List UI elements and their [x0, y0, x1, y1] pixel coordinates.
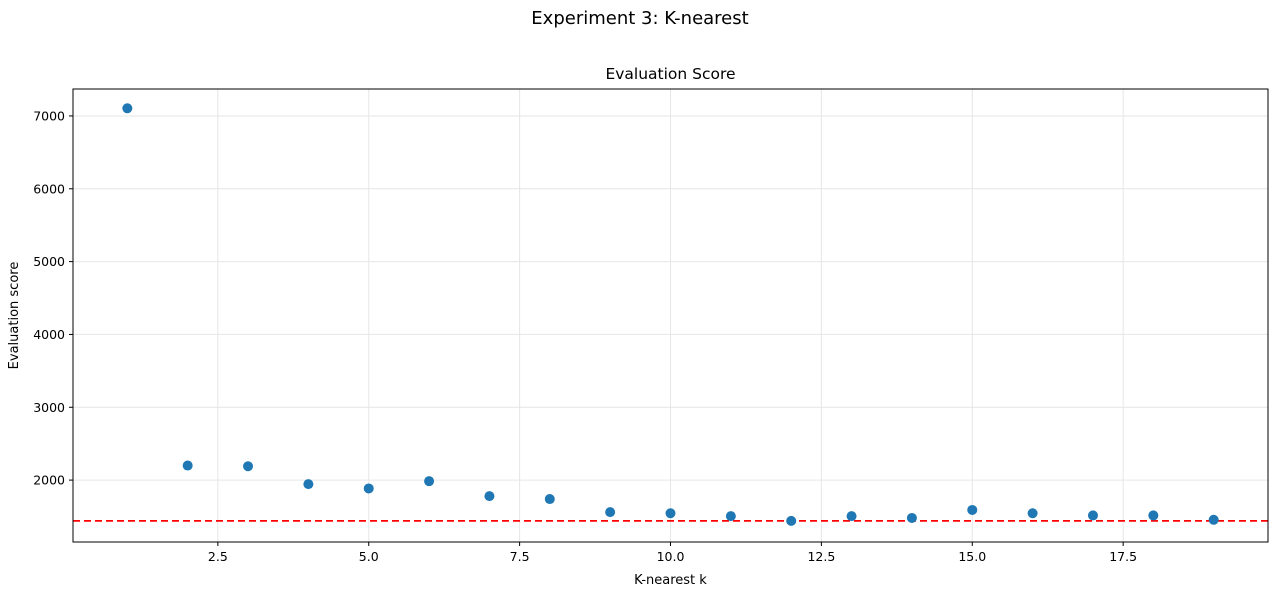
data-point	[1027, 508, 1038, 519]
data-point	[303, 479, 314, 490]
y-tick-label: 6000	[33, 181, 65, 196]
x-tick-label: 10.0	[657, 549, 685, 564]
x-tick-label: 12.5	[807, 549, 835, 564]
data-point	[1148, 510, 1159, 521]
x-tick-label: 17.5	[1109, 549, 1137, 564]
y-tick-label: 5000	[33, 254, 65, 269]
data-point	[725, 511, 736, 522]
grid-lines	[73, 89, 1268, 542]
data-point	[544, 494, 555, 505]
data-points	[122, 103, 1219, 526]
x-tick-label: 7.5	[510, 549, 530, 564]
data-point	[243, 461, 254, 472]
x-axis-label: K-nearest k	[634, 573, 707, 588]
axes-title: Evaluation Score	[605, 65, 735, 83]
data-point	[363, 483, 374, 494]
y-axis-label: Evaluation score	[7, 262, 22, 370]
y-tick-label: 3000	[33, 400, 65, 415]
figure-title: Experiment 3: K-nearest	[531, 8, 749, 29]
data-point	[1208, 514, 1219, 525]
data-point	[1087, 510, 1098, 521]
data-point	[786, 515, 797, 526]
y-axis-ticks: 2000 3000 4000 5000 6000 7000	[33, 108, 73, 488]
data-point	[906, 512, 917, 523]
data-point	[424, 476, 435, 487]
y-tick-label: 2000	[33, 473, 65, 488]
data-point	[182, 460, 193, 471]
x-tick-label: 2.5	[208, 549, 228, 564]
x-axis-ticks: 2.5 5.0 7.5 10.0 12.5 15.0 17.5	[208, 542, 1137, 564]
x-tick-label: 15.0	[958, 549, 986, 564]
x-tick-label: 5.0	[359, 549, 379, 564]
data-point	[665, 508, 676, 519]
data-point	[846, 511, 857, 522]
data-point	[122, 103, 133, 114]
data-point	[605, 507, 616, 518]
data-point	[484, 491, 495, 502]
y-tick-label: 4000	[33, 327, 65, 342]
data-point	[967, 504, 978, 515]
y-tick-label: 7000	[33, 108, 65, 123]
